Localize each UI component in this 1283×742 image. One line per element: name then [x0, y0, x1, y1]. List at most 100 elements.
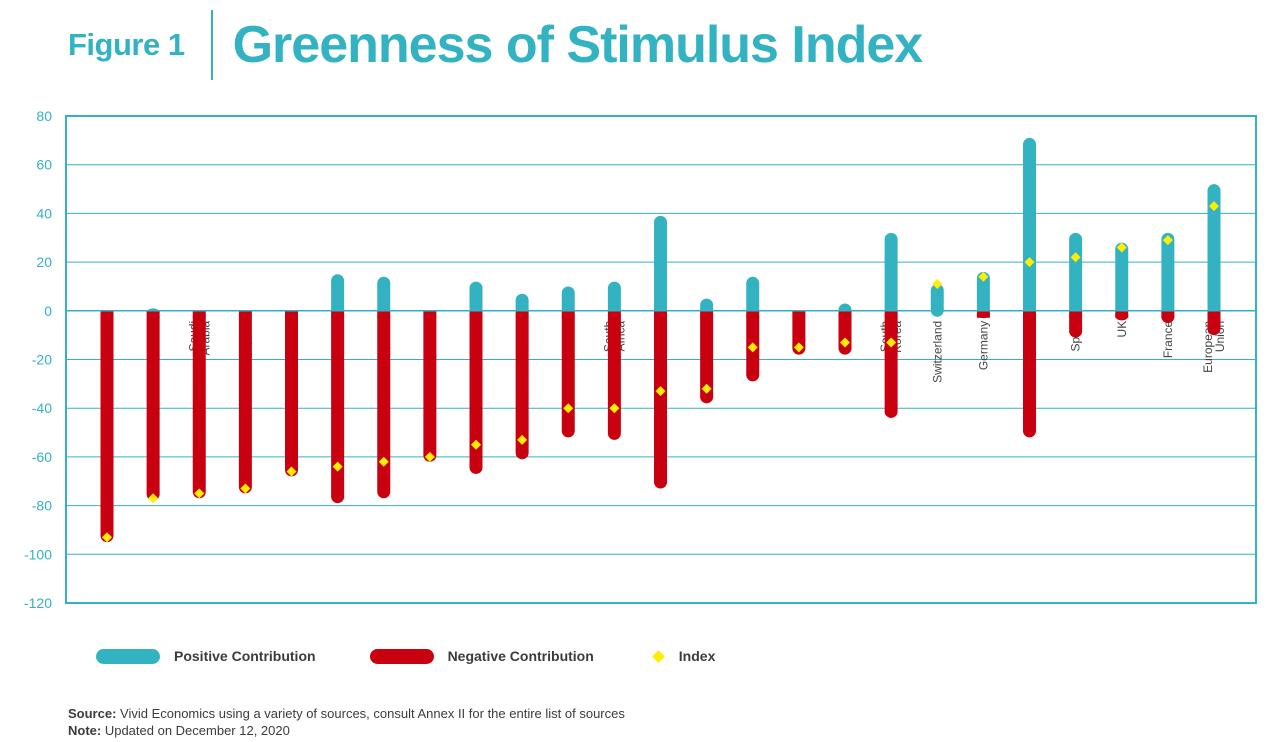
source-label: Source:: [68, 706, 117, 721]
negative-bar-cap: [746, 310, 760, 318]
index-marker: [886, 337, 897, 348]
y-tick-label: 0: [44, 303, 52, 319]
figure-label: Figure 1: [68, 27, 185, 62]
index-marker: [978, 271, 989, 282]
negative-bar-cap: [838, 310, 852, 318]
positive-bar: [976, 271, 990, 317]
index-marker: [747, 342, 758, 353]
negative-bar-cap: [700, 310, 714, 318]
positive-bar: [1115, 242, 1129, 317]
negative-bar-cap: [976, 310, 990, 318]
y-tick-label: 60: [36, 157, 52, 173]
legend-positive: Positive Contribution: [96, 648, 316, 664]
y-tick-label: -60: [32, 449, 52, 465]
figure-header: Figure 1 Greenness of Stimulus Index: [68, 8, 924, 82]
index-marker: [148, 493, 159, 504]
negative-bar: [146, 310, 160, 501]
index-marker: [701, 383, 712, 394]
plot-frame: [65, 115, 1257, 604]
negative-bar-cap: [469, 310, 483, 318]
legend-index-label: Index: [678, 648, 716, 664]
negative-bar: [515, 310, 529, 460]
legend-positive-swatch: [96, 648, 160, 664]
index-marker: [932, 279, 943, 290]
negative-bar-cap: [100, 310, 114, 318]
index-marker: [1162, 235, 1173, 246]
category-label-line: Germany: [976, 321, 990, 370]
header-divider: [210, 10, 213, 80]
y-tick-label: 40: [36, 205, 52, 221]
positive-bar: [930, 284, 944, 317]
index-marker: [332, 461, 343, 472]
negative-bar-cap: [884, 310, 898, 318]
negative-bar: [884, 310, 898, 418]
source-line: Source: Vivid Economics using a variety …: [68, 705, 625, 722]
negative-bar-cap: [192, 310, 206, 318]
negative-bar-cap: [238, 310, 252, 318]
y-tick-label: 80: [36, 108, 52, 124]
positive-bar: [607, 281, 621, 317]
negative-bar: [192, 310, 206, 499]
negative-bar-cap: [515, 310, 529, 318]
negative-bar: [1023, 310, 1036, 438]
positive-bar: [469, 281, 483, 317]
legend-negative: Negative Contribution: [369, 648, 594, 664]
index-marker: [1209, 201, 1219, 212]
positive-bar: [746, 276, 760, 317]
index-marker: [655, 386, 666, 397]
negative-bar-cap: [377, 310, 391, 318]
index-marker: [563, 403, 574, 414]
index-marker: [517, 434, 528, 445]
chart-legend: Positive Contribution Negative Contribut…: [96, 648, 769, 664]
positive-bar: [1069, 232, 1083, 317]
positive-bar: [1207, 184, 1221, 317]
index-marker: [471, 439, 481, 450]
y-tick-label: -100: [24, 546, 52, 562]
negative-bar: [654, 310, 667, 489]
category-label-line: France: [1161, 320, 1175, 358]
source-text: Vivid Economics using a variety of sourc…: [116, 706, 625, 721]
category-label-line: Switzerland: [930, 321, 944, 383]
negative-bar: [700, 310, 714, 404]
positive-bar: [331, 274, 345, 317]
chart-title: Greenness of Stimulus Index: [232, 16, 924, 74]
negative-bar-cap: [1207, 310, 1221, 318]
y-tick-label: -40: [32, 400, 52, 416]
positive-bar: [654, 215, 667, 317]
positive-bar: [377, 276, 391, 317]
note-line: Note: Updated on December 12, 2020: [68, 722, 625, 739]
category-label: France: [1161, 320, 1175, 358]
category-label-line: UK: [1115, 321, 1129, 338]
negative-bar: [238, 310, 252, 494]
index-marker: [1070, 252, 1081, 263]
negative-bar: [423, 310, 437, 462]
negative-bar: [100, 310, 114, 543]
legend-index-diamond-icon: [651, 649, 665, 663]
index-marker: [1116, 242, 1127, 253]
negative-bar-cap: [607, 310, 621, 318]
y-tick-label: -20: [32, 352, 52, 368]
index-marker: [1024, 257, 1035, 268]
negative-bar-cap: [331, 310, 345, 318]
negative-bar: [469, 310, 483, 474]
legend-negative-swatch: [369, 648, 434, 664]
negative-bar-cap: [654, 310, 667, 318]
negative-bar-cap: [423, 310, 437, 318]
y-tick-label: -120: [24, 595, 52, 611]
positive-bar: [884, 232, 898, 317]
legend-index: Index: [648, 648, 716, 664]
negative-bar: [331, 310, 345, 504]
index-marker: [102, 532, 112, 543]
negative-bar-cap: [561, 310, 575, 318]
negative-bar-cap: [792, 310, 806, 318]
category-label: Germany: [976, 321, 990, 370]
negative-bar-cap: [1023, 310, 1036, 318]
note-label: Note:: [68, 723, 102, 738]
negative-bar: [285, 310, 298, 477]
negative-bar: [377, 310, 391, 499]
negative-bar: [607, 310, 621, 440]
index-marker: [424, 451, 435, 462]
legend-positive-label: Positive Contribution: [174, 648, 316, 664]
negative-bar: [792, 310, 806, 355]
